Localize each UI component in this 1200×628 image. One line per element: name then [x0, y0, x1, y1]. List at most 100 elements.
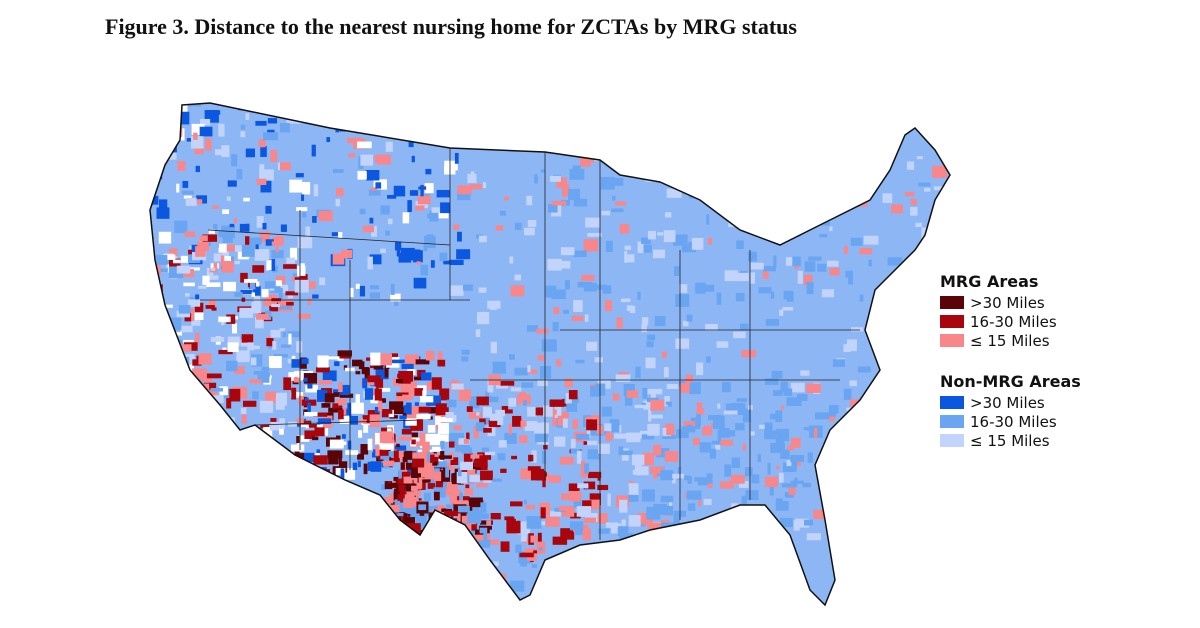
zcta-patch: [697, 159, 712, 165]
zcta-patch: [403, 500, 414, 508]
zcta-patch: [442, 117, 450, 122]
zcta-patch: [211, 307, 217, 311]
zcta-patch: [239, 307, 254, 318]
zcta-patch: [564, 378, 573, 388]
zcta-patch: [611, 419, 620, 433]
zcta-patch: [249, 379, 262, 384]
zcta-patch: [504, 409, 513, 414]
zcta-patch: [417, 462, 433, 474]
zcta-patch: [552, 321, 559, 332]
zcta-patch: [759, 424, 765, 429]
zcta-patch: [421, 532, 430, 541]
zcta-patch: [778, 472, 784, 483]
zcta-patch: [541, 521, 546, 526]
zcta-patch: [684, 475, 690, 481]
zcta-patch: [724, 530, 730, 539]
zcta-patch: [843, 344, 851, 353]
zcta-patch: [357, 453, 364, 460]
zcta-patch: [821, 479, 831, 487]
zcta-patch: [240, 339, 252, 347]
zcta-patch: [450, 500, 456, 505]
zcta-patch: [772, 536, 776, 544]
zcta-patch: [413, 277, 427, 289]
zcta-patch: [317, 110, 327, 116]
zcta-patch: [620, 298, 631, 303]
zcta-patch: [539, 366, 552, 379]
zcta-patch: [506, 517, 515, 525]
zcta-patch: [451, 383, 464, 390]
zcta-patch: [520, 555, 528, 567]
zcta-patch: [403, 122, 410, 126]
zcta-patch: [396, 392, 409, 397]
zcta-patch: [439, 388, 450, 401]
zcta-patch: [423, 235, 436, 249]
legend-item: ≤ 15 Miles: [940, 331, 1081, 350]
zcta-patch: [279, 162, 291, 171]
zcta-patch: [612, 195, 616, 201]
zcta-patch: [354, 419, 367, 423]
zcta-patch: [178, 304, 191, 314]
zcta-patch: [645, 357, 656, 369]
zcta-patch: [855, 463, 870, 473]
zcta-patch: [756, 223, 764, 233]
zcta-patch: [509, 354, 515, 360]
zcta-patch: [848, 432, 858, 442]
zcta-patch: [695, 282, 706, 294]
zcta-patch: [239, 223, 250, 232]
zcta-patch: [457, 512, 461, 522]
zcta-patch: [581, 274, 595, 281]
zcta-patch: [790, 382, 805, 393]
zcta-patch: [806, 383, 821, 393]
zcta-patch: [520, 420, 527, 427]
zcta-patch: [288, 333, 292, 345]
zcta-patch: [656, 536, 671, 540]
zcta-patch: [202, 420, 216, 425]
zcta-patch: [477, 565, 486, 574]
zcta-patch: [735, 423, 745, 431]
zcta-patch: [418, 504, 427, 511]
zcta-patch: [730, 475, 745, 484]
zcta-patch: [158, 231, 172, 244]
legend-label: >30 Miles: [970, 293, 1045, 312]
zcta-patch: [413, 376, 424, 381]
zcta-patch: [605, 240, 613, 253]
zcta-patch: [411, 439, 416, 445]
zcta-patch: [275, 246, 279, 253]
zcta-patch: [198, 413, 204, 421]
zcta-patch: [296, 207, 308, 212]
zcta-patch: [362, 415, 374, 424]
zcta-patch: [924, 187, 931, 192]
zcta-patch: [433, 123, 446, 134]
zcta-patch: [268, 356, 282, 369]
zcta-patch: [910, 198, 917, 206]
zcta-patch: [154, 125, 162, 135]
zcta-patch: [851, 327, 864, 332]
zcta-patch: [516, 394, 531, 405]
zcta-patch: [412, 458, 425, 468]
zcta-patch: [515, 544, 522, 553]
zcta-patch: [245, 148, 256, 158]
zcta-patch: [393, 535, 403, 548]
zcta-patch: [260, 424, 269, 429]
zcta-patch: [791, 437, 801, 448]
zcta-patch: [191, 123, 205, 135]
zcta-patch: [272, 340, 277, 350]
zcta-patch: [352, 103, 357, 107]
zcta-patch: [715, 528, 724, 538]
zcta-patch: [221, 260, 234, 273]
zcta-patch: [570, 448, 581, 454]
zcta-patch: [480, 470, 493, 481]
zcta-patch: [594, 558, 602, 569]
zcta-patch: [588, 471, 602, 479]
zcta-patch: [540, 507, 546, 519]
zcta-patch: [390, 283, 395, 295]
zcta-patch: [453, 500, 469, 505]
zcta-patch: [672, 473, 685, 479]
zcta-patch: [159, 427, 163, 434]
zcta-patch: [666, 188, 682, 198]
zcta-patch: [553, 307, 560, 314]
zcta-patch: [380, 205, 390, 215]
zcta-patch: [296, 265, 306, 276]
zcta-patch: [556, 359, 562, 367]
